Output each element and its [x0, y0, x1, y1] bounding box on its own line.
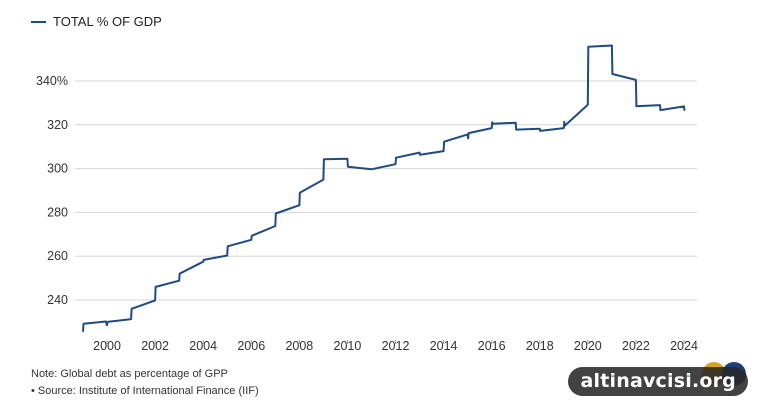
x-tick-label: 2018 — [526, 339, 554, 353]
y-tick-label: 280 — [47, 205, 68, 219]
chart-gridlines — [75, 80, 697, 301]
x-tick-label: 2008 — [285, 339, 313, 353]
y-tick-label: 320 — [47, 118, 68, 132]
x-tick-label: 2010 — [334, 339, 362, 353]
x-tick-label: 2004 — [189, 339, 217, 353]
x-axis-ticks: 2000 2002 2004 2006 2008 2010 2012 2014 2016 2018… — [93, 339, 698, 353]
y-tick-label: 300 — [47, 162, 68, 176]
chart-source: • Source: Institute of International Fin… — [31, 385, 259, 397]
y-axis-ticks: 240 260 280 300 320 340% — [36, 74, 68, 307]
y-tick-label: 260 — [47, 249, 68, 263]
y-tick-label: 340% — [36, 74, 68, 88]
chart-series — [82, 44, 686, 332]
x-tick-label: 2000 — [93, 339, 121, 353]
x-tick-label: 2012 — [382, 339, 410, 353]
x-tick-label: 2020 — [574, 339, 602, 353]
legend-label: TOTAL % OF GDP — [53, 14, 162, 29]
legend-swatch — [31, 20, 46, 23]
chart-legend: TOTAL % OF GDP — [31, 14, 162, 29]
x-tick-label: 2024 — [670, 339, 698, 353]
series-line-total-pct-gdp — [82, 44, 686, 332]
x-tick-label: 2016 — [478, 339, 506, 353]
x-tick-label: 2002 — [141, 339, 169, 353]
x-tick-label: 2006 — [237, 339, 265, 353]
x-tick-label: 2014 — [430, 339, 458, 353]
chart-note: Note: Global debt as percentage of GPP — [31, 368, 228, 380]
watermark-text: altinavcisi.org — [568, 366, 748, 396]
y-tick-label: 240 — [47, 293, 68, 307]
x-tick-label: 2022 — [622, 339, 650, 353]
watermark: altinavcisi.org — [568, 362, 748, 397]
